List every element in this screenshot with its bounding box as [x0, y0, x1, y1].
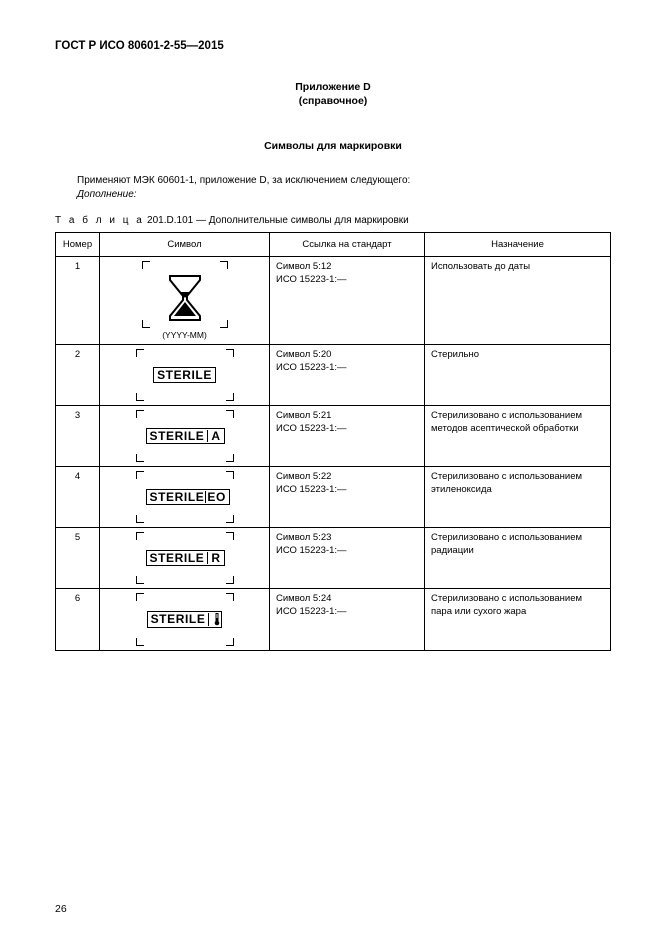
cell-num: 6 [56, 589, 100, 651]
col-num: Номер [56, 233, 100, 257]
symbol-cropbox: STERILER [136, 532, 234, 584]
appendix-type: (справочное) [55, 94, 611, 108]
page-number: 26 [55, 903, 67, 915]
appendix-heading: Приложение D (справочное) [55, 80, 611, 108]
intro-text: Применяют МЭК 60601-1, приложение D, за … [55, 174, 611, 188]
cell-num: 4 [56, 467, 100, 528]
caption-rest: 201.D.101 — Дополнительные символы для м… [144, 215, 408, 226]
cell-purpose: Стерилизовано с использо­ванием радиации [425, 528, 611, 589]
symbol-cropbox: STERILEA [136, 410, 234, 462]
symbol-cropbox: STERILEEO [136, 471, 234, 523]
cell-num: 1 [56, 257, 100, 345]
thermometer-icon [213, 613, 221, 626]
cell-symbol: STERILE [100, 589, 270, 651]
symbol-cropbox [142, 261, 228, 328]
table-row: 2 STERILE Символ 5:20ИСО 15223-1:—Стерильн… [56, 345, 611, 406]
sterile-label: STERILEA [146, 428, 225, 444]
sterile-label: STERILE [147, 611, 223, 628]
cell-symbol: STERILE [100, 345, 270, 406]
table-row: 4 STERILEEO Символ 5:22ИСО 15223-1:—Стерил… [56, 467, 611, 528]
table-row: 1 (YYYY-MM) Символ 5:12ИСО 15223-1:—Исполь… [56, 257, 611, 345]
cell-symbol: STERILEEO [100, 467, 270, 528]
cell-purpose: Стерильно [425, 345, 611, 406]
doc-id: ГОСТ Р ИСО 80601-2-55—2015 [55, 40, 611, 52]
table-row: 6 STERILE Символ 5:24ИСО 15223-1:—Стерилиз… [56, 589, 611, 651]
cell-ref: Символ 5:23ИСО 15223-1:— [270, 528, 425, 589]
cell-symbol: (YYYY-MM) [100, 257, 270, 345]
cell-symbol: STERILEA [100, 406, 270, 467]
symbols-table: Номер Символ Ссылка на стандарт Назначен… [55, 232, 611, 651]
cell-purpose: Использовать до даты [425, 257, 611, 345]
symbol-cropbox: STERILE [136, 349, 234, 401]
appendix-label: Приложение D [55, 80, 611, 94]
col-purpose: Назначение [425, 233, 611, 257]
cell-ref: Символ 5:22ИСО 15223-1:— [270, 467, 425, 528]
sterile-label: STERILEEO [146, 489, 230, 505]
cell-ref: Символ 5:20ИСО 15223-1:— [270, 345, 425, 406]
page: ГОСТ Р ИСО 80601-2-55—2015 Приложение D … [0, 0, 661, 935]
symbol-cropbox: STERILE [136, 593, 234, 646]
addendum-label: Дополнение: [55, 188, 611, 202]
cell-num: 5 [56, 528, 100, 589]
cell-ref: Символ 5:12ИСО 15223-1:— [270, 257, 425, 345]
section-title: Символы для маркировки [55, 140, 611, 152]
hourglass-icon [164, 273, 206, 323]
table-caption: Т а б л и ц а 201.D.101 — Дополнительные… [55, 215, 611, 226]
cell-ref: Символ 5:24ИСО 15223-1:— [270, 589, 425, 651]
cell-ref: Символ 5:21ИСО 15223-1:— [270, 406, 425, 467]
yyyy-mm-label: (YYYY-MM) [106, 330, 263, 340]
cell-num: 3 [56, 406, 100, 467]
sterile-label: STERILE [153, 367, 216, 383]
caption-prefix: Т а б л и ц а [55, 215, 144, 226]
col-sym: Символ [100, 233, 270, 257]
cell-num: 2 [56, 345, 100, 406]
col-ref: Ссылка на стандарт [270, 233, 425, 257]
sterile-label: STERILER [146, 550, 225, 566]
cell-symbol: STERILER [100, 528, 270, 589]
cell-purpose: Стерилизовано с исполь­зованием пара или… [425, 589, 611, 651]
table-row: 3 STERILEA Символ 5:21ИСО 15223-1:—Стерили… [56, 406, 611, 467]
cell-purpose: Стерилизовано с использо­ванием этиленок… [425, 467, 611, 528]
cell-purpose: Стерилизовано с использо­ванием методов … [425, 406, 611, 467]
table-row: 5 STERILER Символ 5:23ИСО 15223-1:—Стерили… [56, 528, 611, 589]
table-header-row: Номер Символ Ссылка на стандарт Назначен… [56, 233, 611, 257]
